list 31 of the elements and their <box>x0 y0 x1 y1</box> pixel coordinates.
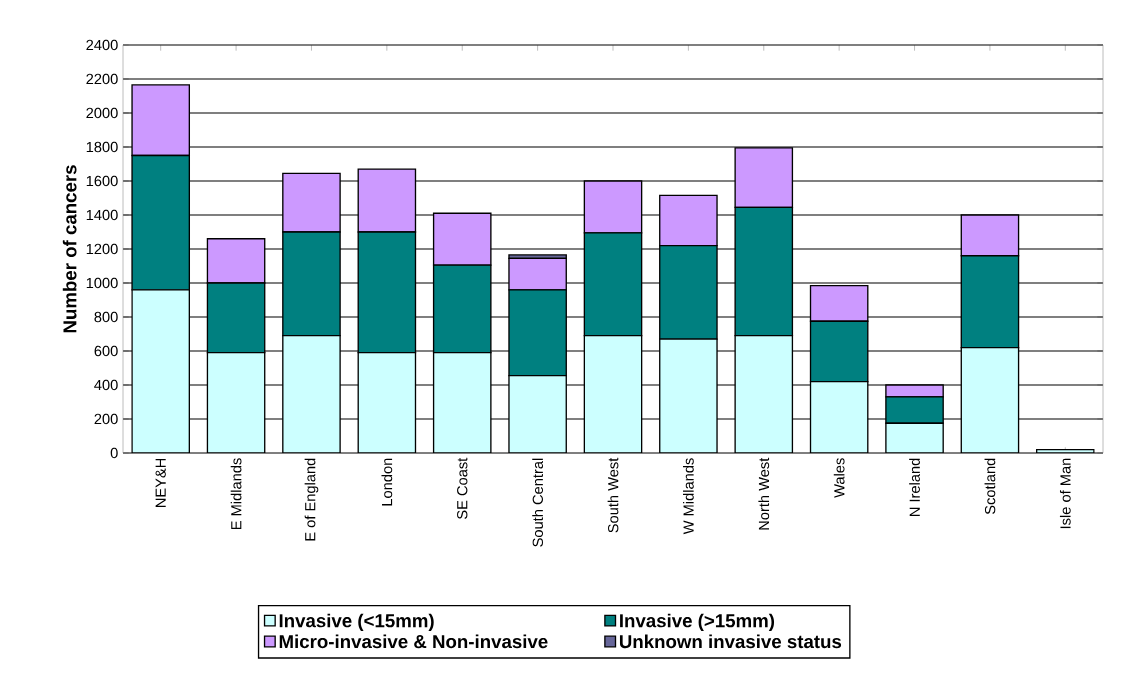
x-tick-label: Scotland <box>984 458 996 515</box>
x-tick-label: SE Coast <box>457 457 468 519</box>
y-tick-label: 2000 <box>86 107 118 119</box>
legend-label: Invasive (<15mm) <box>279 613 434 632</box>
x-tick-label: NEY&H <box>155 458 166 508</box>
y-tick-label: 2400 <box>86 39 118 51</box>
x-tick-label: E of England <box>304 458 319 541</box>
y-tick-label: 600 <box>94 345 118 357</box>
x-tick-label: E Midlands <box>230 458 242 530</box>
y-tick-label: 1400 <box>86 209 118 221</box>
x-tick-label: Wales <box>833 458 845 498</box>
x-tick-label: London <box>381 458 393 506</box>
y-tick-label: 1200 <box>86 243 118 255</box>
y-tick-label: 1800 <box>86 141 118 153</box>
y-tick-label: 2200 <box>86 73 118 85</box>
y-tick-label: 200 <box>94 413 118 425</box>
x-tick-label: Isle of Man <box>1059 458 1071 529</box>
y-axis-title: Number of cancers <box>62 165 77 333</box>
x-tick-label: North West <box>758 457 770 530</box>
y-tick-label: 400 <box>94 379 118 391</box>
x-tick-label: South Central <box>532 458 544 547</box>
legend-label: Invasive (>15mm) <box>620 613 775 632</box>
legend-label: Unknown invasive status <box>619 634 842 649</box>
y-tick-label: 800 <box>94 311 118 323</box>
x-tick-label: N Ireland <box>909 458 920 516</box>
y-tick-label: 1600 <box>86 175 118 187</box>
x-tick-label: South West <box>607 457 619 533</box>
legend-label: Micro-invasive & Non-invasive <box>279 634 548 649</box>
y-tick-label: 0 <box>110 447 118 459</box>
x-tick-label: W Midlands <box>683 458 694 535</box>
y-tick-label: 1000 <box>86 277 118 289</box>
